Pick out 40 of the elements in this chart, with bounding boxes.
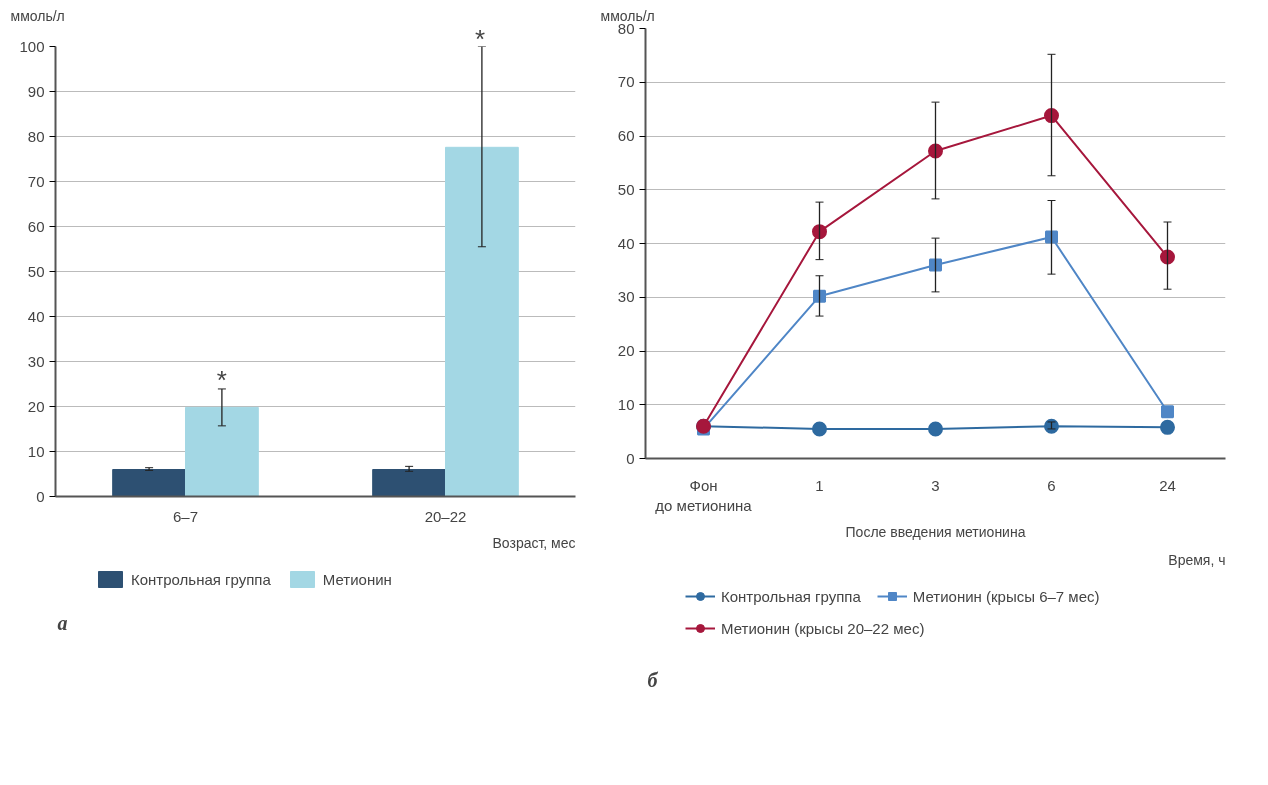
- legend-label: Метионин (крысы 6–7 мес): [912, 587, 1100, 605]
- annotation: *: [474, 23, 486, 54]
- annotation: *: [216, 364, 227, 395]
- y-tick-label: 50: [617, 180, 635, 198]
- text: а: [57, 611, 68, 634]
- x-tick-label: 24: [1159, 476, 1176, 494]
- x-tick-label: 3: [931, 476, 940, 494]
- y-tick-label: 60: [27, 217, 45, 235]
- legend-label: Метионин (крысы 20–22 мес): [721, 619, 925, 637]
- x-tick-label: 1: [815, 476, 824, 494]
- y-tick-label: 30: [27, 352, 45, 370]
- legend-label: Метионин: [322, 570, 392, 588]
- y-tick-label: 30: [617, 288, 635, 306]
- y-tick-label: 100: [19, 37, 45, 55]
- text: После введения метионина: [845, 523, 1026, 540]
- x-tick-label: 20–22: [424, 507, 467, 525]
- y-tick-label: 0: [36, 487, 45, 505]
- y-tick-label: 40: [27, 307, 45, 325]
- y-tick-label: 0: [626, 449, 635, 467]
- x-axis-title: Возраст, мес: [492, 534, 576, 551]
- x-tick-label: 6–7: [172, 507, 199, 525]
- y-axis-title: ммоль/л: [10, 7, 65, 24]
- y-tick-label: 70: [617, 73, 635, 91]
- x-tick-label: Фон до метионина: [655, 476, 753, 514]
- y-tick-label: 20: [27, 397, 45, 415]
- y-axis-title: ммоль/л: [600, 7, 655, 24]
- y-tick-label: 90: [27, 82, 45, 100]
- y-tick-label: 70: [27, 172, 45, 190]
- y-tick-label: 40: [617, 234, 635, 252]
- y-tick-label: 10: [617, 395, 635, 413]
- y-tick-label: 60: [617, 127, 635, 144]
- legend-label: Контрольная группа: [721, 587, 861, 605]
- text: б: [647, 668, 659, 691]
- x-tick-label: 6: [1047, 476, 1056, 494]
- y-tick-label: 80: [27, 127, 45, 145]
- x-axis-title: Время, ч: [1168, 551, 1226, 568]
- y-tick-label: 10: [27, 442, 45, 460]
- y-tick-label: 20: [617, 342, 635, 359]
- legend-label: Контрольная группа: [131, 570, 271, 588]
- y-tick-label: 50: [27, 262, 45, 280]
